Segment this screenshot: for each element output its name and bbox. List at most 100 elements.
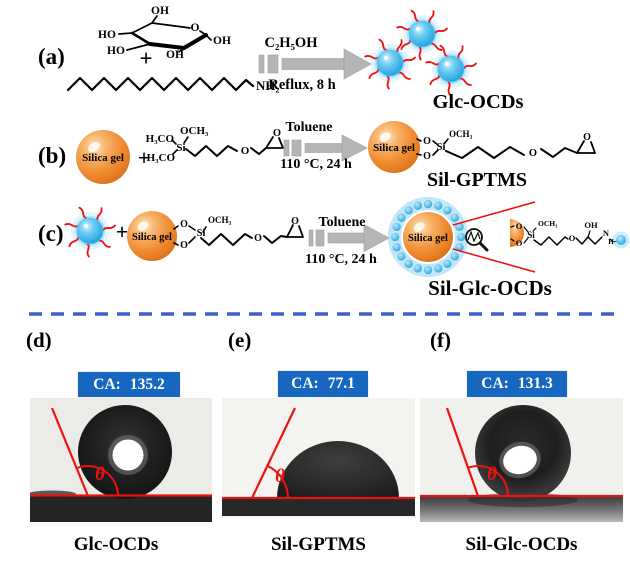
carbon-dot-shell — [390, 199, 466, 275]
glucose-oh-bottom: OH — [166, 49, 184, 61]
zoom-h: H — [608, 238, 614, 246]
substrate-surface — [30, 495, 212, 522]
product-label-a: Glc-OCDs — [432, 91, 523, 113]
arrow-shape-b — [283, 134, 368, 162]
droplet-reflection — [112, 439, 144, 471]
arrow-c-solvent: Toluene — [319, 215, 366, 230]
linker-c-o-bottom: O — [180, 240, 188, 251]
tangent-line — [50, 407, 90, 497]
reaction-arrow-c: Toluene 110 °C, 24 h — [305, 215, 390, 267]
prod-b-si: Si — [437, 142, 446, 153]
gptms-o-epoxide: O — [273, 128, 281, 139]
linker-c-och3: OCH₃ — [208, 215, 232, 225]
droplet-photo: θ — [30, 398, 212, 522]
arrow-a-conditions: Reflux, 8 h — [268, 77, 335, 93]
grafted-chain-zoom: O O Si OCH₃ O OH N H — [510, 219, 630, 249]
glucose-ho-bottom: HO — [107, 45, 125, 57]
gptms-o-chain: O — [241, 145, 250, 157]
alkyl-amine-chain: NH₂ — [66, 76, 280, 93]
contact-angle-badge: CA: 131.3 — [467, 371, 567, 397]
angle-arc — [467, 465, 509, 497]
glc-ocd-particles — [365, 10, 476, 95]
prod-b-o-chain: O — [529, 148, 537, 159]
substrate-surface — [222, 498, 415, 516]
zoom-o-bottom: O — [516, 238, 523, 248]
synthesis-scheme: (a) OH O HO HO OH OH + NH₂ C₂H₅OH Reflux… — [38, 5, 630, 300]
contact-angle-badge: CA: 135.2 — [78, 372, 180, 397]
panel-d-label: (d) — [26, 328, 52, 352]
prod-b-o-top: O — [423, 136, 431, 147]
silica-label-c-product: Silica gel — [408, 233, 448, 244]
ca-prefix: CA: — [93, 375, 121, 393]
ca-prefix: CA: — [291, 375, 319, 392]
droplet-reflection — [503, 445, 537, 475]
panel-a-label: (a) — [38, 44, 65, 69]
glucose-ho-left: HO — [98, 29, 116, 41]
contact-angle-badge: CA: 77.1 — [278, 371, 368, 397]
theta-symbol: θ — [275, 466, 285, 487]
arrow-c-conditions: 110 °C, 24 h — [305, 252, 377, 267]
droplet-photo: θ — [420, 398, 623, 522]
theta-symbol: θ — [95, 464, 105, 485]
amine-label: NH₂ — [256, 78, 280, 93]
linker-c-o-top: O — [180, 219, 188, 230]
linker-c-si: Si — [197, 228, 206, 239]
zoom-n: N — [603, 228, 610, 238]
glucose-ring-o: O — [191, 22, 200, 34]
prod-b-och3: OCH₃ — [449, 129, 473, 139]
glc-ocd-particle-c — [65, 207, 115, 257]
prod-b-o-epoxide: O — [583, 132, 591, 143]
silica-label-c: Silica gel — [132, 232, 172, 243]
arrow-a-reagent: C₂H₅OH — [264, 35, 318, 51]
glucose-molecule: OH O HO HO OH OH — [98, 5, 231, 61]
plus-sign-b: + — [138, 145, 151, 170]
product-label-c: Sil-Glc-OCDs — [428, 276, 552, 300]
panel-e-label: (e) — [228, 328, 252, 352]
magnifier-icon — [465, 228, 489, 252]
panel-f-label: (f) — [430, 328, 451, 352]
prod-b-o-bottom: O — [423, 151, 431, 162]
gptms-molecule: H₃CO OCH₃ H₃CO Si O O — [146, 125, 284, 164]
gptms-h3co-bottom: H₃CO — [147, 152, 176, 164]
linker-c-o-epoxide: O — [291, 216, 299, 227]
glucose-oh-top: OH — [151, 5, 169, 17]
arrow-shape-c — [308, 223, 390, 253]
tangent-line — [251, 407, 296, 499]
linker-c-o-chain: O — [254, 233, 262, 244]
ca-prefix: CA: — [481, 375, 509, 392]
panel-b-label: (b) — [38, 143, 66, 168]
silica-gptms-reagent-c: Silica gel O O Si OCH₃ O O — [127, 211, 304, 261]
angle-arc — [266, 464, 289, 499]
plus-sign-c: + — [116, 219, 129, 244]
section-divider — [29, 312, 623, 316]
zoom-callout: O O Si OCH₃ O OH N H — [452, 201, 630, 273]
arrow-b-solvent: Toluene — [286, 120, 333, 135]
arrow-shape-a — [258, 48, 372, 80]
theta-symbol: θ — [487, 464, 497, 485]
zoom-och3: OCH₃ — [538, 219, 558, 228]
reaction-arrow-a: C₂H₅OH Reflux, 8 h — [258, 35, 372, 93]
reaction-arrow-b: Toluene 110 °C, 24 h — [280, 120, 368, 172]
gptms-och3: OCH₃ — [180, 125, 209, 137]
angle-arc — [76, 465, 119, 497]
zoom-o-chain: O — [569, 233, 576, 243]
zoom-si: Si — [527, 230, 535, 240]
droplet-photo: θ — [222, 398, 415, 518]
tangent-line — [445, 407, 480, 497]
zoom-oh: OH — [584, 220, 598, 230]
ca-value: 77.1 — [327, 375, 355, 392]
arrow-b-conditions: 110 °C, 24 h — [280, 157, 352, 172]
plus-sign-a: + — [139, 46, 152, 71]
sil-gptms-product: Silica gel O O Si OCH₃ O O — [368, 121, 596, 173]
silica-label-b: Silica gel — [82, 152, 124, 164]
zoom-o-top: O — [516, 221, 523, 231]
gptms-si: Si — [176, 142, 185, 154]
gptms-h3co-top: H₃CO — [146, 133, 175, 145]
glucose-oh-right: OH — [213, 35, 231, 47]
panel-c-label: (c) — [38, 221, 64, 246]
ca-value: 131.3 — [517, 375, 553, 392]
ca-value: 135.2 — [129, 375, 165, 393]
silica-sphere-b: Silica gel — [76, 130, 130, 184]
panel-f-caption: Sil-Glc-OCDs — [465, 534, 578, 555]
